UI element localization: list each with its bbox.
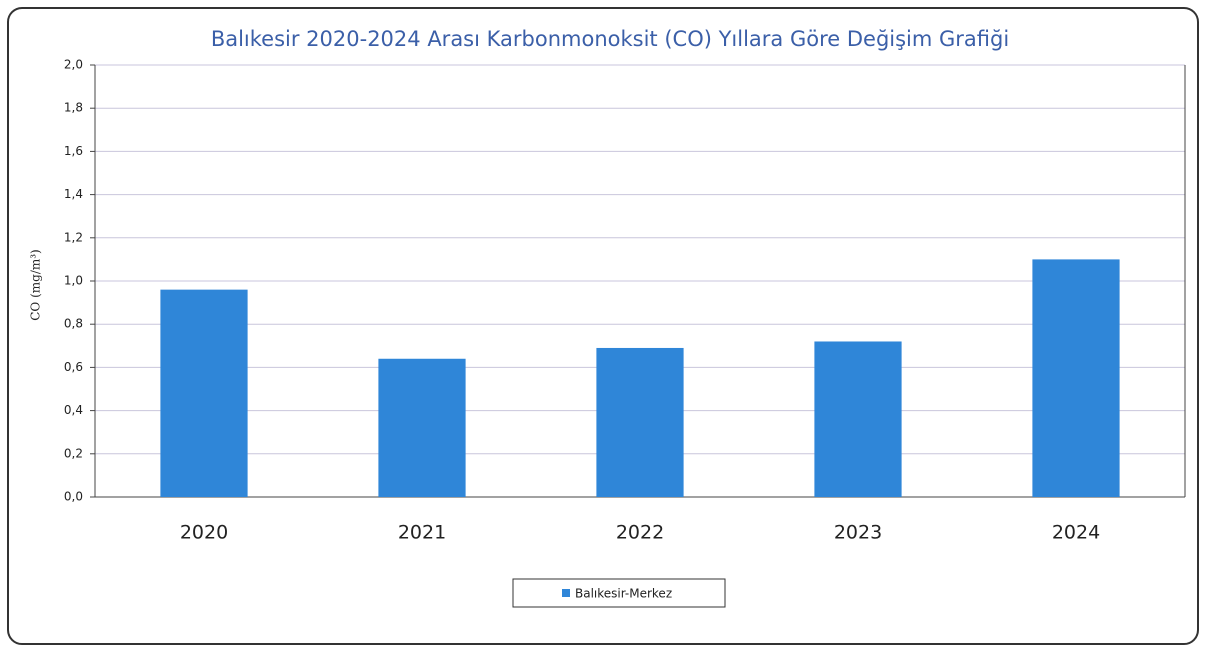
y-tick-label: 0,8 xyxy=(64,317,83,331)
x-tick-label: 2020 xyxy=(180,522,228,544)
bar xyxy=(596,347,684,497)
y-tick-label: 1,0 xyxy=(64,274,83,288)
chart-title: Balıkesir 2020-2024 Arası Karbonmonoksit… xyxy=(211,27,1009,51)
x-tick-label: 2021 xyxy=(398,522,446,544)
legend-box xyxy=(512,578,726,608)
bar xyxy=(814,341,902,497)
x-tick-label: 2024 xyxy=(1052,522,1100,544)
y-tick-label: 0,0 xyxy=(64,490,83,504)
y-tick-label: 0,6 xyxy=(64,360,83,374)
x-tick-label: 2022 xyxy=(616,522,664,544)
legend-swatch xyxy=(562,589,570,597)
y-tick-label: 1,8 xyxy=(64,101,83,115)
y-tick-label: 0,4 xyxy=(64,403,83,417)
y-tick-label: 2,0 xyxy=(64,58,83,72)
y-tick-label: 0,2 xyxy=(64,446,83,460)
y-tick-label: 1,2 xyxy=(64,230,83,244)
x-tick-label: 2023 xyxy=(834,522,882,544)
bar xyxy=(160,289,248,497)
legend-label: Balıkesir-Merkez xyxy=(575,587,672,601)
y-tick-label: 1,4 xyxy=(64,187,83,201)
bar xyxy=(1032,259,1120,497)
y-tick-label: 1,6 xyxy=(64,144,83,158)
y-axis-label: CO (mg/m³) xyxy=(29,249,43,321)
bar xyxy=(378,358,466,497)
